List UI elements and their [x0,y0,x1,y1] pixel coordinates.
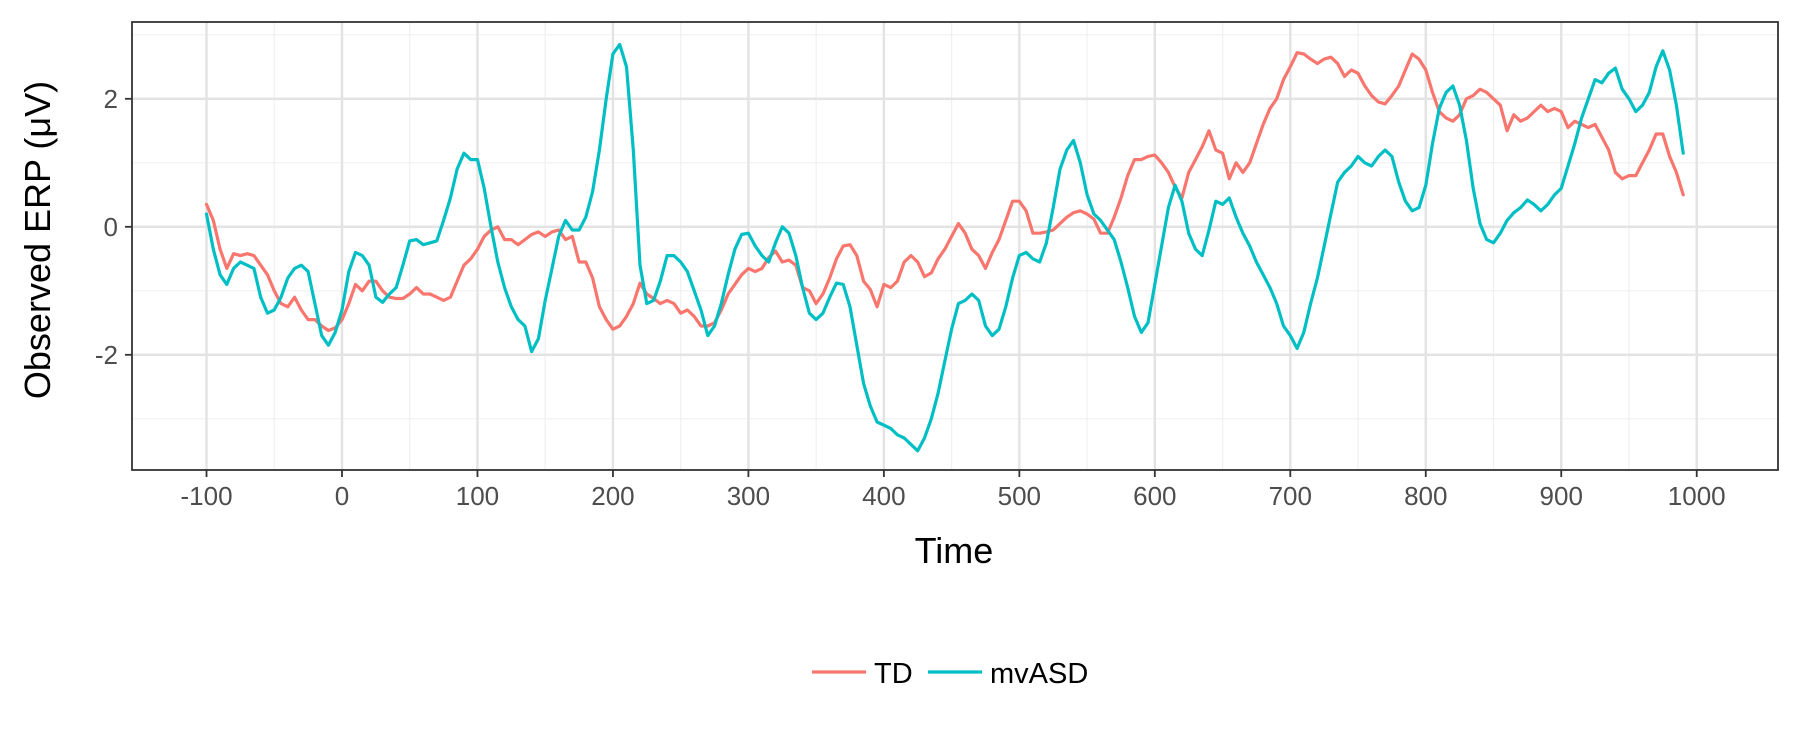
x-tick-label: 800 [1404,481,1447,511]
x-tick-label: 600 [1133,481,1176,511]
x-tick-label: 0 [335,481,349,511]
x-tick-label: 1000 [1668,481,1726,511]
x-tick-label: -100 [180,481,232,511]
x-tick-label: 500 [998,481,1041,511]
minor-gridlines [132,22,1778,470]
plot-panel-border [131,21,1779,471]
y-tick-label: 2 [104,84,118,114]
x-tick-label: 900 [1540,481,1583,511]
legend-label-td: TD [874,658,913,690]
x-tick-label: 700 [1269,481,1312,511]
series-line-td [204,51,1685,333]
y-tick-label: 0 [104,212,118,242]
series-lines [204,42,1685,453]
x-tick-label: 300 [727,481,770,511]
legend-label-mvasd: mvASD [990,658,1088,690]
x-tick-label: 400 [862,481,905,511]
plot-panel [132,22,1778,470]
y-axis: -2 0 2 [95,84,132,370]
legend: TD mvASD [812,658,1088,690]
major-gridlines [132,22,1778,470]
x-axis: -100 0 100 200 300 400 500 600 700 800 900 1000 [180,470,1726,511]
y-tick-label: -2 [95,340,118,370]
x-axis-title: Time [915,530,994,571]
x-tick-label: 200 [591,481,634,511]
x-tick-label: 100 [456,481,499,511]
series-line-mvasd [204,42,1685,453]
y-axis-title: Observed ERP (μV) [17,81,58,399]
